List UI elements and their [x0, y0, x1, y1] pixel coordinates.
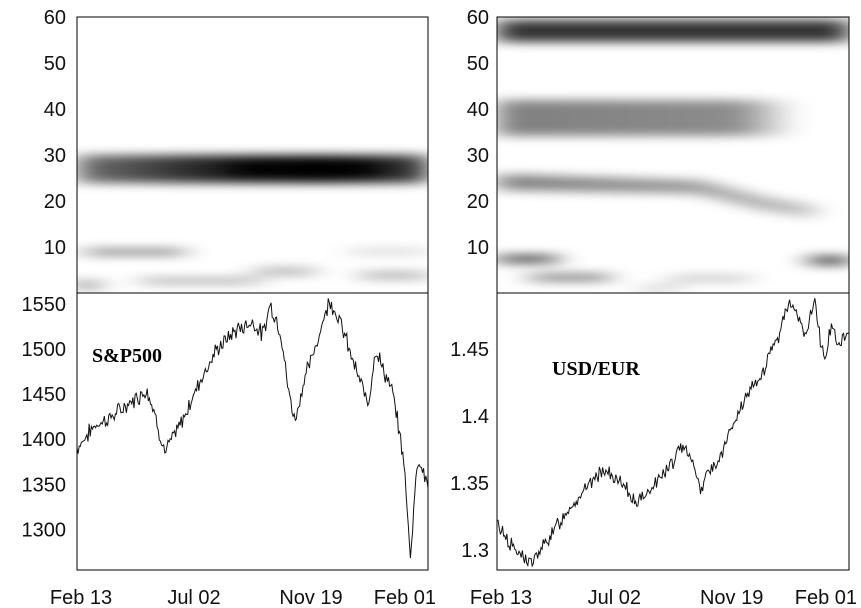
sp500-band-10 — [85, 249, 185, 255]
usdeur-band-8b — [810, 256, 849, 265]
usdeur-heat-ytick: 60 — [467, 7, 489, 29]
sp500-plot-frame — [76, 292, 429, 571]
tick-labels: 10 20 30 40 50 60 10 20 30 40 50 60 1300 1350 1400 1450… — [22, 7, 858, 608]
usdeur-series-label: USD/EUR — [552, 358, 640, 380]
sp500-ytick: 1500 — [22, 339, 67, 361]
usdeur-band-24 — [497, 174, 815, 218]
usdeur-band-58 — [497, 20, 849, 42]
usdeur-band-38 — [497, 100, 797, 136]
sp500-band-3a — [77, 281, 97, 289]
sp500-series-line — [77, 298, 428, 559]
usdeur-ytick: 1.3 — [461, 540, 489, 562]
sp500-heat-ytick: 10 — [44, 237, 66, 259]
sp500-xtick: Nov 19 — [279, 587, 342, 608]
usdeur-xtick: Nov 19 — [700, 587, 763, 608]
usdeur-ytick: 1.35 — [450, 473, 489, 495]
sp500-ytick: 1350 — [22, 474, 67, 496]
usdeur-ytick: 1.45 — [450, 339, 489, 361]
usdeur-heat-ytick: 30 — [467, 145, 489, 167]
usdeur-heat-ytick: 50 — [467, 53, 489, 75]
sp500-ytick: 1550 — [22, 294, 67, 316]
sp500-band-27-core — [230, 160, 380, 178]
sp500-line-group — [77, 298, 428, 559]
sp500-xtick: Feb 01 — [374, 587, 436, 608]
sp500-band-10b — [350, 249, 428, 254]
usdeur-band-4a — [530, 274, 610, 281]
usdeur-line-group — [497, 298, 849, 568]
sp500-ytick: 1400 — [22, 429, 67, 451]
sp500-heat-ytick: 40 — [44, 99, 66, 121]
sp500-band-3b — [140, 278, 260, 284]
sp500-series-label: S&P500 — [92, 345, 162, 367]
sp500-xtick: Feb 13 — [50, 587, 112, 608]
sp500-band-3d — [360, 272, 428, 279]
usdeur-xtick: Feb 13 — [470, 587, 532, 608]
usdeur-band-4b — [670, 276, 750, 281]
usdeur-ytick: 1.4 — [461, 406, 489, 428]
sp500-band-3c — [255, 268, 315, 275]
usdeur-heat-ytick: 10 — [467, 237, 489, 259]
sp500-heat-ytick: 30 — [44, 145, 66, 167]
usdeur-heat-ytick: 40 — [467, 99, 489, 121]
usdeur-plot-frame — [496, 292, 850, 571]
sp500-heat-ytick: 50 — [44, 53, 66, 75]
sp500-heat-ytick: 60 — [44, 7, 66, 29]
sp500-heat-ytick: 20 — [44, 191, 66, 213]
usdeur-band-2 — [640, 286, 680, 291]
sp500-spectrogram — [76, 16, 429, 294]
usdeur-band-8a — [497, 255, 557, 263]
usdeur-xtick: Feb 01 — [795, 587, 857, 608]
usdeur-heat-ytick: 20 — [467, 191, 489, 213]
usdeur-series-line — [497, 298, 849, 568]
sp500-ytick: 1300 — [22, 519, 67, 541]
sp500-xtick: Jul 02 — [167, 587, 220, 608]
sp500-ytick: 1450 — [22, 384, 67, 406]
usdeur-xtick: Jul 02 — [588, 587, 641, 608]
usdeur-spectrogram — [496, 16, 850, 294]
